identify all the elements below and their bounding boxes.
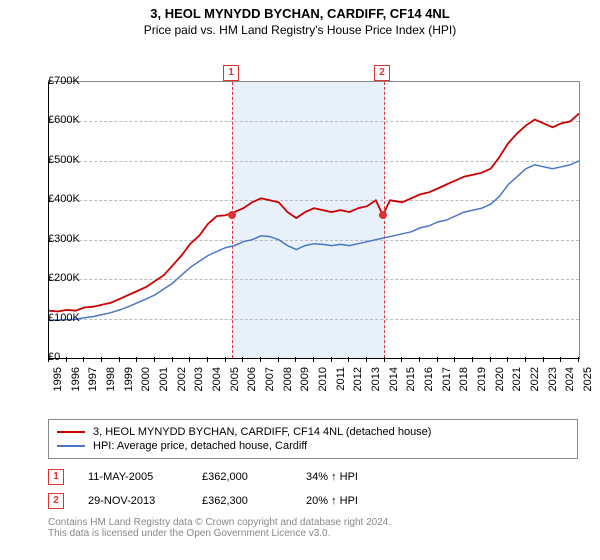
x-axis-label: 2013 bbox=[370, 367, 382, 391]
x-axis-label: 2019 bbox=[476, 367, 488, 391]
title-sub: Price paid vs. HM Land Registry's House … bbox=[0, 23, 600, 37]
x-tick bbox=[578, 357, 579, 362]
x-tick bbox=[66, 357, 67, 362]
sale-marker: 2 bbox=[48, 493, 64, 509]
x-axis-label: 2002 bbox=[176, 367, 188, 391]
x-axis-label: 1998 bbox=[105, 367, 117, 391]
footer-line: This data is licensed under the Open Gov… bbox=[48, 528, 578, 539]
legend-item: 3, HEOL MYNYDD BYCHAN, CARDIFF, CF14 4NL… bbox=[57, 426, 569, 438]
series-line-blue bbox=[49, 161, 579, 321]
x-tick bbox=[401, 357, 402, 362]
sale-price: £362,000 bbox=[202, 471, 282, 483]
x-tick bbox=[348, 357, 349, 362]
x-axis-label: 2006 bbox=[246, 367, 258, 391]
x-tick bbox=[419, 357, 420, 362]
x-tick bbox=[543, 357, 544, 362]
x-tick bbox=[119, 357, 120, 362]
sale-point bbox=[228, 211, 236, 219]
x-axis-label: 2021 bbox=[511, 367, 523, 391]
x-tick bbox=[507, 357, 508, 362]
series-svg bbox=[49, 82, 579, 358]
x-tick bbox=[366, 357, 367, 362]
x-tick bbox=[242, 357, 243, 362]
x-axis-label: 2017 bbox=[441, 367, 453, 391]
title-main: 3, HEOL MYNYDD BYCHAN, CARDIFF, CF14 4NL bbox=[0, 6, 600, 21]
x-tick bbox=[83, 357, 84, 362]
x-tick bbox=[313, 357, 314, 362]
x-tick bbox=[437, 357, 438, 362]
x-axis-label: 2025 bbox=[582, 367, 594, 391]
legend: 3, HEOL MYNYDD BYCHAN, CARDIFF, CF14 4NL… bbox=[48, 419, 578, 459]
sale-date: 11-MAY-2005 bbox=[88, 471, 178, 483]
x-tick bbox=[525, 357, 526, 362]
sale-point bbox=[379, 211, 387, 219]
x-axis-label: 2009 bbox=[299, 367, 311, 391]
legend-label: HPI: Average price, detached house, Card… bbox=[93, 440, 307, 452]
x-axis-label: 2018 bbox=[458, 367, 470, 391]
x-tick bbox=[454, 357, 455, 362]
sale-price: £362,300 bbox=[202, 495, 282, 507]
x-tick bbox=[207, 357, 208, 362]
x-axis-label: 2022 bbox=[529, 367, 541, 391]
x-axis-label: 1997 bbox=[87, 367, 99, 391]
x-axis-label: 2000 bbox=[140, 367, 152, 391]
x-axis-label: 2023 bbox=[547, 367, 559, 391]
chart-container: 3, HEOL MYNYDD BYCHAN, CARDIFF, CF14 4NL… bbox=[0, 0, 600, 539]
x-tick bbox=[560, 357, 561, 362]
sales-table: 1 11-MAY-2005 £362,000 34% ↑ HPI 2 29-NO… bbox=[48, 465, 578, 513]
x-axis-label: 2024 bbox=[564, 367, 576, 391]
legend-item: HPI: Average price, detached house, Card… bbox=[57, 440, 569, 452]
x-axis-label: 2010 bbox=[317, 367, 329, 391]
series-line-red bbox=[49, 114, 579, 312]
x-tick bbox=[225, 357, 226, 362]
x-tick bbox=[154, 357, 155, 362]
x-tick bbox=[278, 357, 279, 362]
band-marker: 1 bbox=[223, 65, 239, 81]
x-tick bbox=[101, 357, 102, 362]
x-axis-label: 2014 bbox=[388, 367, 400, 391]
x-tick bbox=[295, 357, 296, 362]
x-tick bbox=[472, 357, 473, 362]
x-axis-label: 2015 bbox=[405, 367, 417, 391]
legend-label: 3, HEOL MYNYDD BYCHAN, CARDIFF, CF14 4NL… bbox=[93, 426, 431, 438]
chart-area: £0£100K£200K£300K£400K£500K£600K£700K199… bbox=[0, 37, 600, 417]
x-axis-label: 2008 bbox=[282, 367, 294, 391]
sales-row: 2 29-NOV-2013 £362,300 20% ↑ HPI bbox=[48, 489, 578, 513]
x-axis-label: 1996 bbox=[70, 367, 82, 391]
sale-marker: 1 bbox=[48, 469, 64, 485]
sales-row: 1 11-MAY-2005 £362,000 34% ↑ HPI bbox=[48, 465, 578, 489]
sale-pct: 20% ↑ HPI bbox=[306, 495, 396, 507]
x-axis-label: 2007 bbox=[264, 367, 276, 391]
x-axis-label: 2001 bbox=[158, 367, 170, 391]
x-axis-label: 2003 bbox=[193, 367, 205, 391]
x-axis-label: 1999 bbox=[123, 367, 135, 391]
x-axis-label: 2016 bbox=[423, 367, 435, 391]
x-tick bbox=[490, 357, 491, 362]
footer-line: Contains HM Land Registry data © Crown c… bbox=[48, 517, 578, 528]
legend-swatch-red bbox=[57, 431, 85, 433]
x-tick bbox=[384, 357, 385, 362]
x-tick bbox=[189, 357, 190, 362]
x-axis-label: 2004 bbox=[211, 367, 223, 391]
x-tick bbox=[172, 357, 173, 362]
footer: Contains HM Land Registry data © Crown c… bbox=[48, 517, 578, 539]
plot-area bbox=[48, 81, 580, 359]
x-tick bbox=[136, 357, 137, 362]
x-tick bbox=[331, 357, 332, 362]
x-axis-label: 2005 bbox=[229, 367, 241, 391]
x-axis-label: 2020 bbox=[494, 367, 506, 391]
x-axis-label: 2012 bbox=[352, 367, 364, 391]
band-marker: 2 bbox=[374, 65, 390, 81]
x-tick bbox=[48, 357, 49, 362]
x-axis-label: 2011 bbox=[335, 367, 347, 391]
x-tick bbox=[260, 357, 261, 362]
title-block: 3, HEOL MYNYDD BYCHAN, CARDIFF, CF14 4NL… bbox=[0, 0, 600, 37]
sale-date: 29-NOV-2013 bbox=[88, 495, 178, 507]
legend-swatch-blue bbox=[57, 445, 85, 447]
sale-pct: 34% ↑ HPI bbox=[306, 471, 396, 483]
x-axis-label: 1995 bbox=[52, 367, 64, 391]
